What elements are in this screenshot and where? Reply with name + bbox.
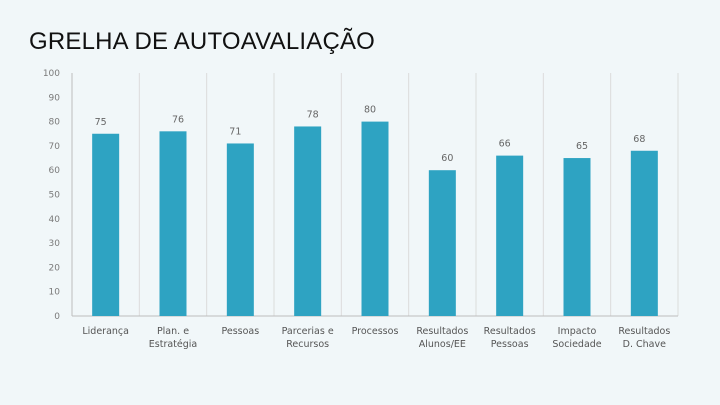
- bar-1: [159, 131, 187, 316]
- bar-7: [563, 158, 591, 316]
- bar-6: [496, 155, 524, 316]
- data-label-0: 75: [95, 117, 107, 128]
- y-tick-label: 90: [49, 93, 61, 103]
- bar-4: [361, 121, 389, 316]
- data-label-1: 76: [172, 114, 184, 125]
- y-tick-label: 30: [49, 239, 61, 249]
- bar-8: [630, 150, 658, 316]
- category-label: Resultados: [618, 326, 670, 337]
- data-label-2: 71: [229, 126, 241, 137]
- data-label-8: 68: [633, 134, 645, 145]
- category-label: Resultados: [416, 326, 468, 337]
- category-label: Liderança: [82, 326, 129, 337]
- category-label: Parcerias e: [282, 326, 334, 337]
- category-label: Pessoas: [221, 326, 259, 337]
- y-tick-label: 10: [49, 288, 61, 298]
- category-label: Impacto: [558, 326, 597, 337]
- data-label-3: 78: [307, 109, 319, 120]
- y-tick-label: 80: [49, 118, 61, 128]
- data-label-4: 80: [364, 105, 376, 116]
- data-label-6: 66: [499, 139, 511, 150]
- category-label: D. Chave: [623, 339, 666, 350]
- y-tick-label: 70: [49, 142, 61, 152]
- category-label: Alunos/EE: [419, 339, 466, 350]
- data-label-7: 65: [576, 141, 588, 152]
- category-label: Sociedade: [552, 339, 601, 350]
- y-tick-label: 60: [49, 166, 61, 176]
- category-label: Recursos: [286, 339, 329, 350]
- category-label: Resultados: [484, 326, 536, 337]
- bar-5: [428, 170, 456, 316]
- bar-3: [294, 126, 322, 317]
- y-tick-label: 0: [54, 312, 60, 322]
- data-label-5: 60: [441, 153, 453, 164]
- slide-title: GRELHA DE AUTOAVALIAÇÃO: [29, 28, 376, 55]
- category-label: Plan. e: [157, 326, 189, 337]
- bar-0: [92, 133, 120, 316]
- bar-2: [226, 143, 254, 316]
- y-tick-label: 100: [43, 69, 60, 79]
- y-tick-label: 50: [49, 191, 61, 201]
- y-tick-label: 20: [49, 263, 61, 273]
- category-label: Estratégia: [149, 339, 197, 350]
- y-tick-label: 40: [49, 215, 61, 225]
- category-label: Pessoas: [491, 339, 529, 350]
- category-label: Processos: [352, 326, 399, 337]
